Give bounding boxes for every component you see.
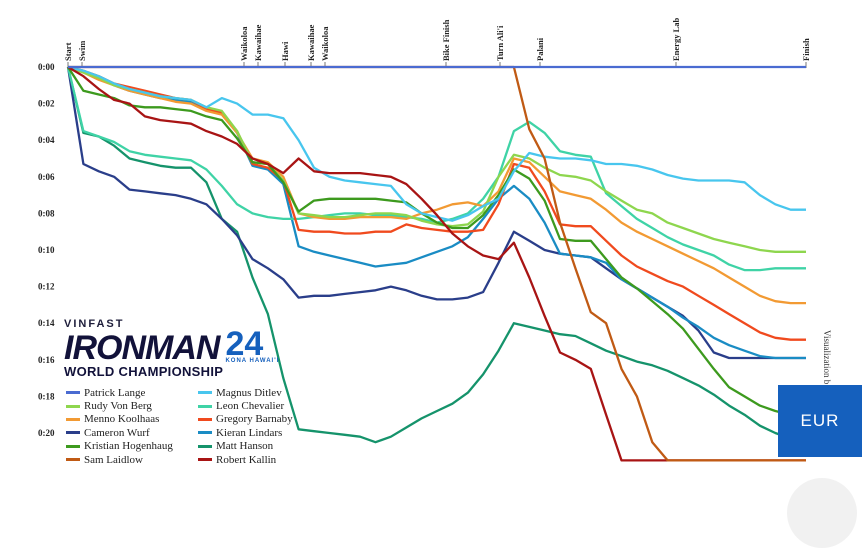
series-line-cameron-wurf bbox=[66, 66, 806, 360]
y-tick-label: 0:06 bbox=[38, 172, 55, 182]
legend-swatch bbox=[198, 404, 212, 408]
legend-label: Leon Chevalier bbox=[216, 400, 285, 413]
legend-entry: Rudy Von Berg bbox=[66, 399, 198, 412]
vinfast-wordmark: VINFAST bbox=[64, 318, 125, 330]
checkpoint-label: Turn Ali'i bbox=[495, 25, 505, 61]
legend-swatch bbox=[66, 444, 80, 448]
legend-entry: Menno Koolhaas bbox=[66, 413, 198, 426]
y-tick-label: 0:10 bbox=[38, 245, 55, 255]
checkpoint-label: Swim bbox=[77, 41, 87, 61]
legend-label: Rudy Von Berg bbox=[84, 400, 152, 413]
kona-mark: KONA HAWAI'I bbox=[225, 358, 280, 364]
checkpoint-label: Energy Lab bbox=[671, 18, 681, 61]
checkpoint-label: Kawaihae bbox=[306, 24, 316, 61]
currency-button[interactable]: EUR bbox=[778, 385, 862, 457]
legend-entry: Robert Kallin bbox=[198, 453, 330, 466]
legend-entry: Sam Laidlow bbox=[66, 453, 198, 466]
legend-label: Magnus Ditlev bbox=[216, 386, 282, 399]
legend-label: Kristian Hogenhaug bbox=[84, 440, 173, 453]
series-line-menno-koolhaas bbox=[67, 65, 806, 305]
legend-swatch bbox=[66, 417, 80, 421]
y-tick-label: 0:16 bbox=[38, 355, 55, 365]
legend-entry: Magnus Ditlev bbox=[198, 386, 330, 399]
checkpoint-label: Waikoloa bbox=[320, 26, 330, 61]
legend-swatch bbox=[198, 417, 212, 421]
legend-swatch bbox=[198, 444, 212, 448]
ironman-logo: VINFAST IRONMAN 24 KONA HAWAI'I WORLD CH… bbox=[64, 318, 304, 379]
y-tick-label: 0:00 bbox=[38, 62, 55, 72]
y-tick-label: 0:02 bbox=[38, 99, 55, 109]
legend-swatch bbox=[66, 404, 80, 408]
legend-swatch bbox=[198, 391, 212, 395]
series-line-magnus-ditlev bbox=[67, 65, 806, 222]
race-gap-chart: Start Swim Waikoloa Kawaihae Hawi Kawaihae Wai… bbox=[38, 18, 811, 462]
checkpoint-label: Palani bbox=[535, 37, 545, 61]
legend-swatch bbox=[198, 431, 212, 435]
legend-swatch bbox=[66, 431, 80, 435]
legend-label: Robert Kallin bbox=[216, 453, 277, 466]
legend-entry: Kieran Lindars bbox=[198, 426, 330, 439]
y-tick-label: 0:12 bbox=[38, 282, 55, 292]
legend-entry: Patrick Lange bbox=[66, 386, 198, 399]
year-mark: 24 bbox=[225, 325, 264, 363]
checkpoint-label: Finish bbox=[801, 38, 811, 61]
ironman-wordmark: IRONMAN bbox=[64, 329, 220, 367]
legend-label: Cameron Wurf bbox=[84, 426, 150, 439]
legend-label: Sam Laidlow bbox=[84, 453, 143, 466]
floating-action-button[interactable] bbox=[787, 478, 857, 548]
checkpoint-label: Bike Finish bbox=[441, 19, 451, 61]
chart-legend: Patrick Lange Magnus Ditlev Rudy Von Berg L… bbox=[66, 386, 330, 466]
checkpoint-label: Start bbox=[63, 42, 73, 61]
legend-label: Matt Hanson bbox=[216, 440, 274, 453]
legend-label: Menno Koolhaas bbox=[84, 413, 160, 426]
series-line-kieran-lindars bbox=[67, 65, 806, 360]
championship-title: WORLD CHAMPIONSHIP bbox=[64, 364, 224, 379]
legend-label: Patrick Lange bbox=[84, 386, 146, 399]
y-tick-label: 0:20 bbox=[38, 428, 55, 438]
checkpoint-label: Hawi bbox=[280, 41, 290, 61]
series-line-matt-hanson bbox=[66, 66, 807, 444]
legend-entry: Matt Hanson bbox=[198, 440, 330, 453]
legend-entry: Leon Chevalier bbox=[198, 399, 330, 412]
legend-entry: Cameron Wurf bbox=[66, 426, 198, 439]
legend-label: Gregory Barnaby bbox=[216, 413, 293, 426]
legend-entry: Kristian Hogenhaug bbox=[66, 440, 198, 453]
checkpoint-label: Kawaihae bbox=[253, 24, 263, 61]
legend-entry: Gregory Barnaby bbox=[198, 413, 330, 426]
series-line-kristian-hogenhaug bbox=[67, 66, 806, 416]
y-tick-label: 0:14 bbox=[38, 318, 55, 328]
legend-swatch bbox=[198, 458, 212, 462]
y-tick-label: 0:18 bbox=[38, 391, 55, 401]
y-tick-label: 0:04 bbox=[38, 135, 55, 145]
y-tick-label: 0:08 bbox=[38, 208, 55, 218]
legend-label: Kieran Lindars bbox=[216, 426, 283, 439]
checkpoint-label: Waikoloa bbox=[239, 26, 249, 61]
legend-swatch bbox=[66, 458, 80, 462]
legend-swatch bbox=[66, 391, 80, 395]
